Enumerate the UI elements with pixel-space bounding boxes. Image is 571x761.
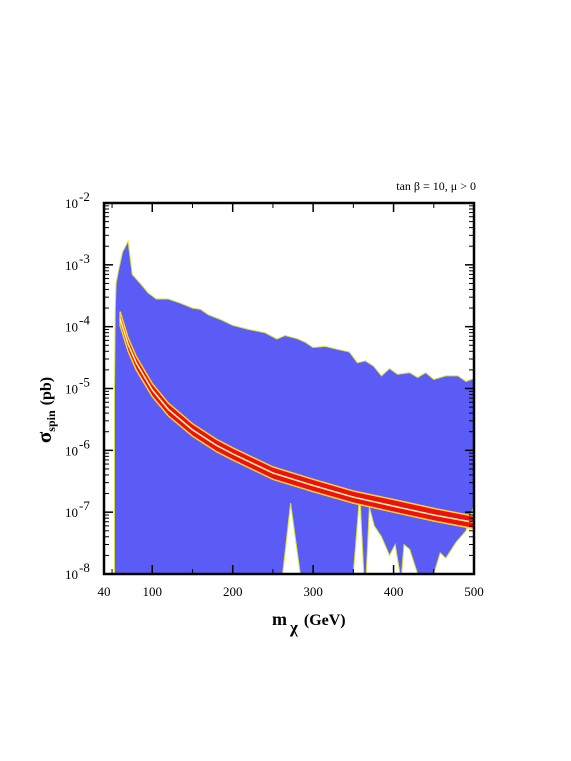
y-tick-label: 10 <box>65 443 78 458</box>
y-axis-subscript: spin <box>44 410 58 432</box>
y-tick-label: 10 <box>65 567 78 582</box>
y-axis-unit: (pb) <box>38 377 55 405</box>
x-tick-label: 300 <box>303 584 323 599</box>
y-tick-label: 10 <box>65 505 78 520</box>
x-axis-symbol: m <box>272 609 287 629</box>
y-tick-labels: 10-810-710-610-510-410-310-2 <box>65 189 90 582</box>
y-tick-exponent: -4 <box>79 313 90 328</box>
y-tick-label: 10 <box>65 320 78 335</box>
x-tick-labels: 40 100 200 300 400 500 <box>98 584 484 599</box>
x-axis-unit: (GeV) <box>304 612 346 629</box>
x-tick-label: 400 <box>384 584 404 599</box>
x-axis-title: m χ (GeV) <box>272 609 346 637</box>
x-tick-label: 200 <box>223 584 243 599</box>
y-axis-symbol: σ <box>32 431 56 443</box>
band-region <box>119 311 474 530</box>
tick-marks <box>103 202 475 575</box>
y-tick-exponent: -3 <box>79 251 90 266</box>
y-tick-label: 10 <box>65 196 78 211</box>
y-axis-title: σspin (pb) <box>32 377 58 443</box>
x-tick-label: 500 <box>464 584 484 599</box>
parameter-annotation: tan β = 10, μ > 0 <box>396 179 476 193</box>
y-tick-exponent: -5 <box>79 375 90 390</box>
y-tick-exponent: -7 <box>79 498 90 513</box>
band-center-line <box>119 318 474 524</box>
allowed-region <box>114 239 474 574</box>
y-tick-exponent: -8 <box>79 560 90 575</box>
y-tick-exponent: -2 <box>79 189 90 204</box>
plot-area <box>114 239 474 574</box>
x-tick-label: 40 <box>98 584 111 599</box>
y-tick-label: 10 <box>65 258 78 273</box>
x-axis-subscript: χ <box>289 618 298 637</box>
x-tick-label: 100 <box>143 584 163 599</box>
y-tick-exponent: -6 <box>79 436 90 451</box>
y-tick-label: 10 <box>65 382 78 397</box>
